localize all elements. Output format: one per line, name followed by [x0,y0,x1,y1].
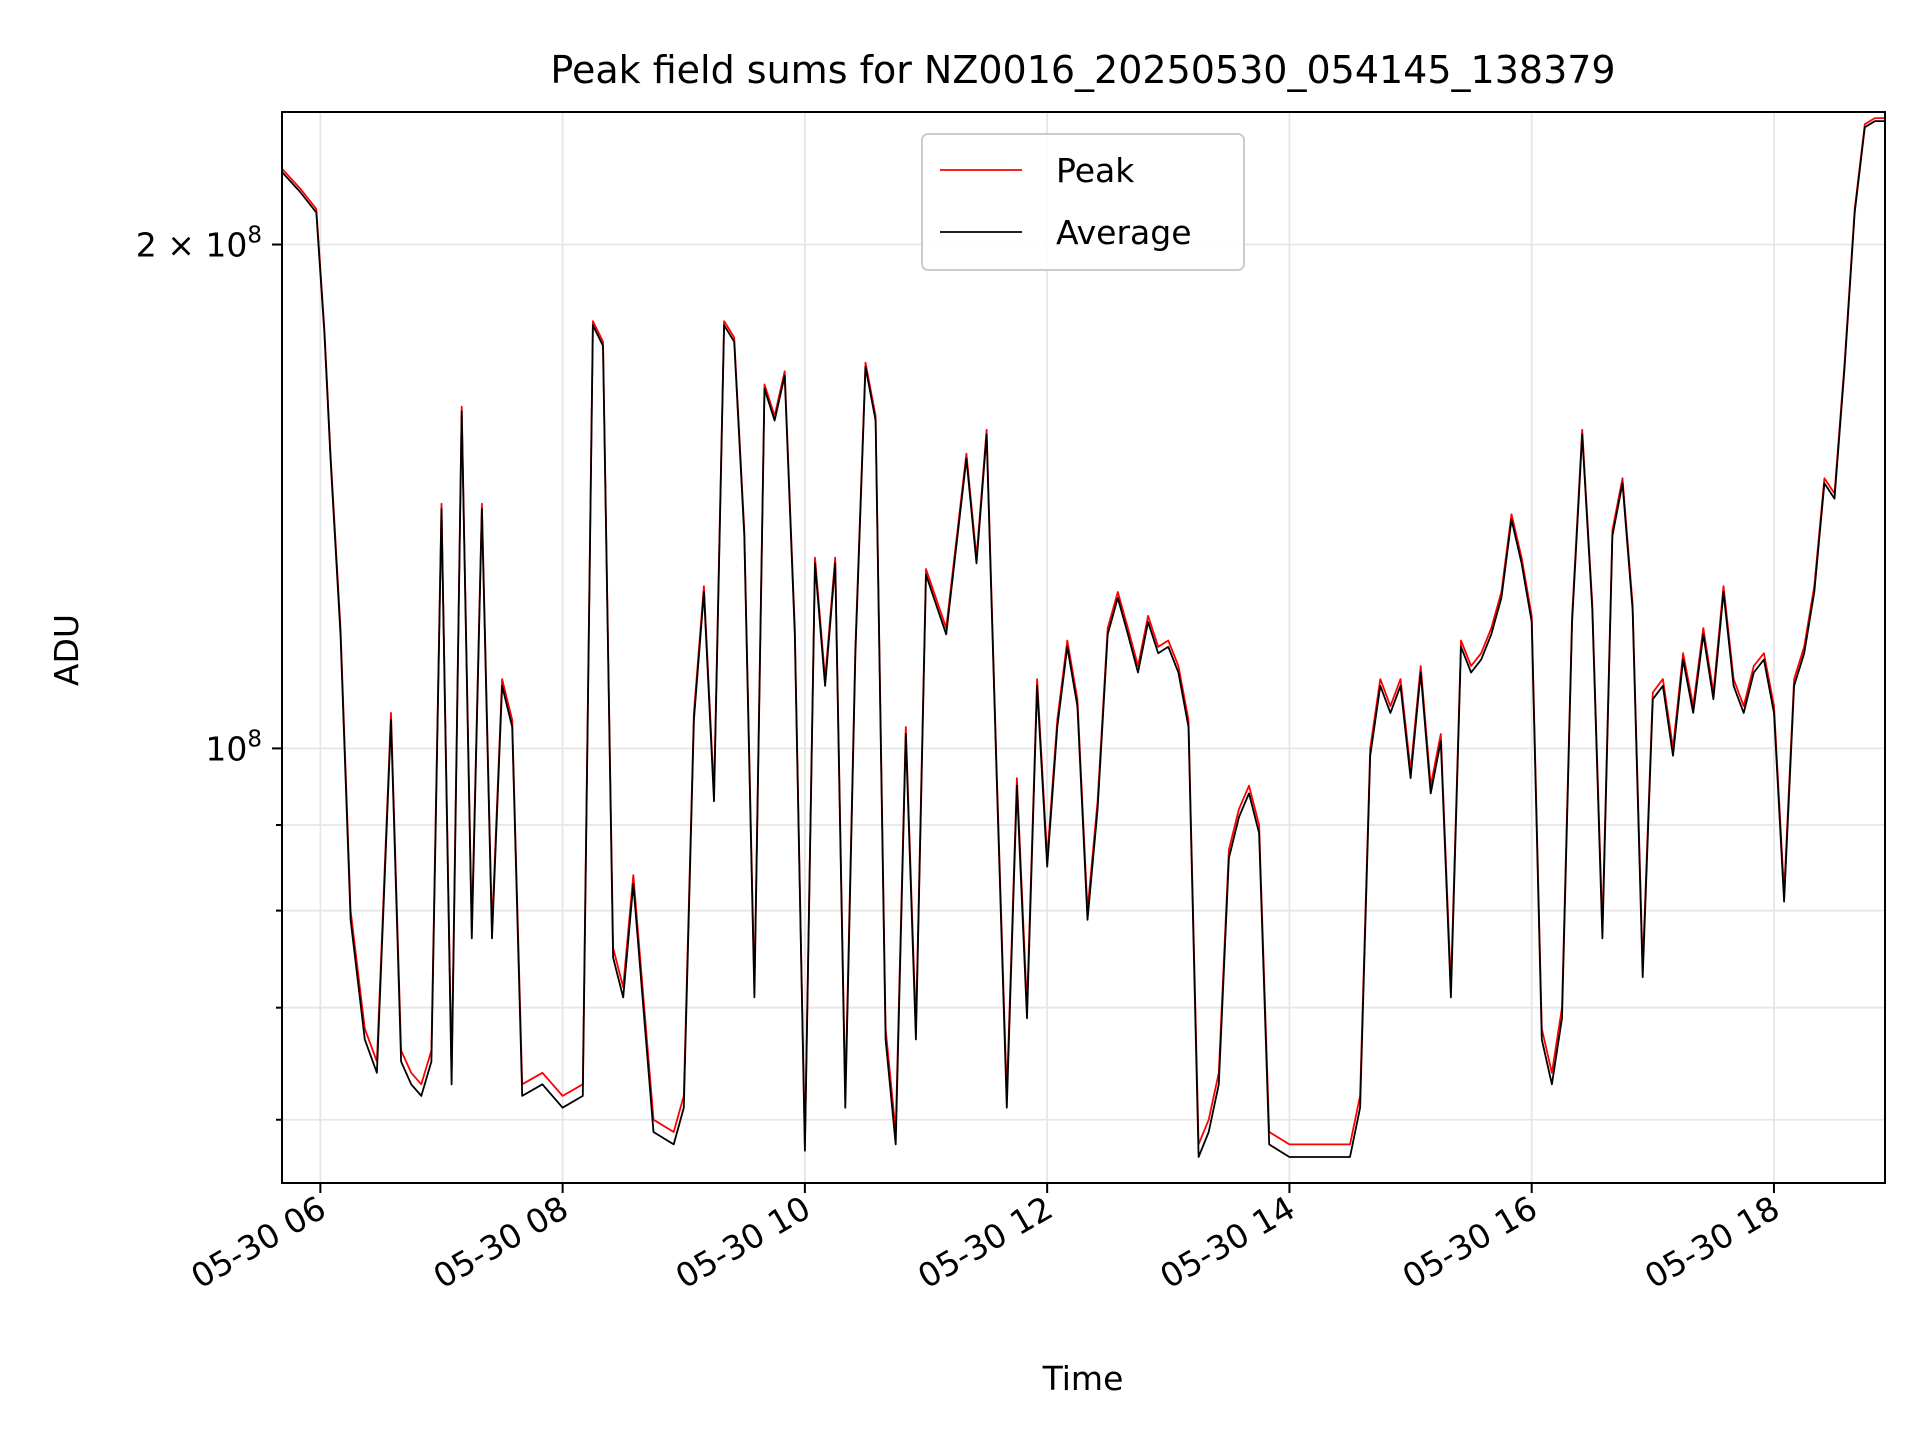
y-axis-label: ADU [47,614,86,686]
plot-frame [281,111,1886,1184]
legend-label-average: Average [1056,213,1192,252]
legend: Peak Average [921,133,1245,271]
legend-label-peak: Peak [1056,151,1135,190]
legend-box [921,133,1245,271]
series-layer [281,117,1885,1158]
series-line-average [281,120,1885,1158]
chart-title: Peak field sums for NZ0016_20250530_0541… [550,48,1615,92]
grid [282,112,1885,1183]
x-axis-label: Time [1042,1359,1124,1398]
y-tick-label: 2 × 108 [136,223,262,265]
